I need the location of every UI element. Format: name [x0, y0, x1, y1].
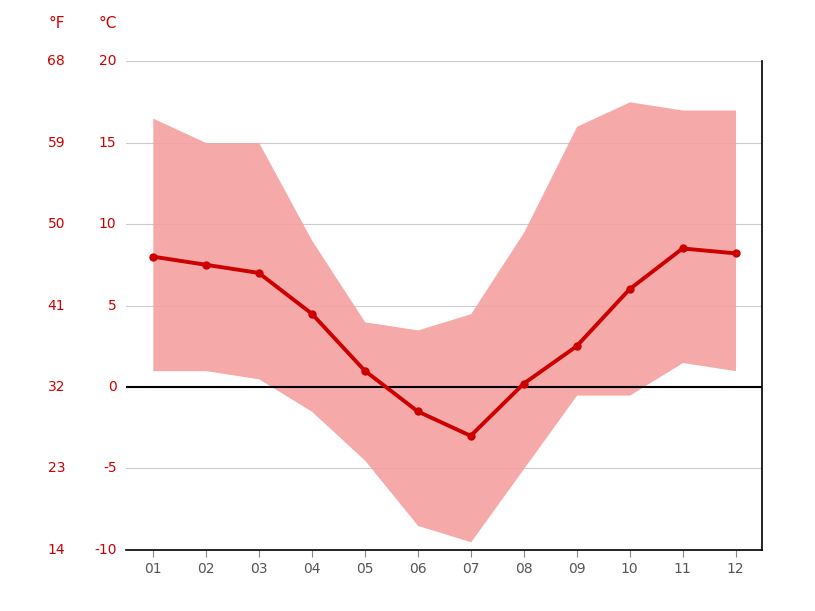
Text: 32: 32: [48, 380, 65, 394]
Text: 10: 10: [99, 217, 117, 231]
Text: 15: 15: [99, 136, 117, 150]
Text: 20: 20: [99, 54, 117, 68]
Text: 50: 50: [48, 217, 65, 231]
Text: 0: 0: [108, 380, 117, 394]
Text: 5: 5: [108, 299, 117, 312]
Text: °F: °F: [49, 15, 65, 31]
Text: 59: 59: [47, 136, 65, 150]
Text: 41: 41: [47, 299, 65, 312]
Text: 68: 68: [47, 54, 65, 68]
Text: 23: 23: [48, 461, 65, 475]
Text: °C: °C: [98, 15, 117, 31]
Text: -10: -10: [94, 543, 117, 557]
Text: 14: 14: [47, 543, 65, 557]
Text: -5: -5: [103, 461, 117, 475]
